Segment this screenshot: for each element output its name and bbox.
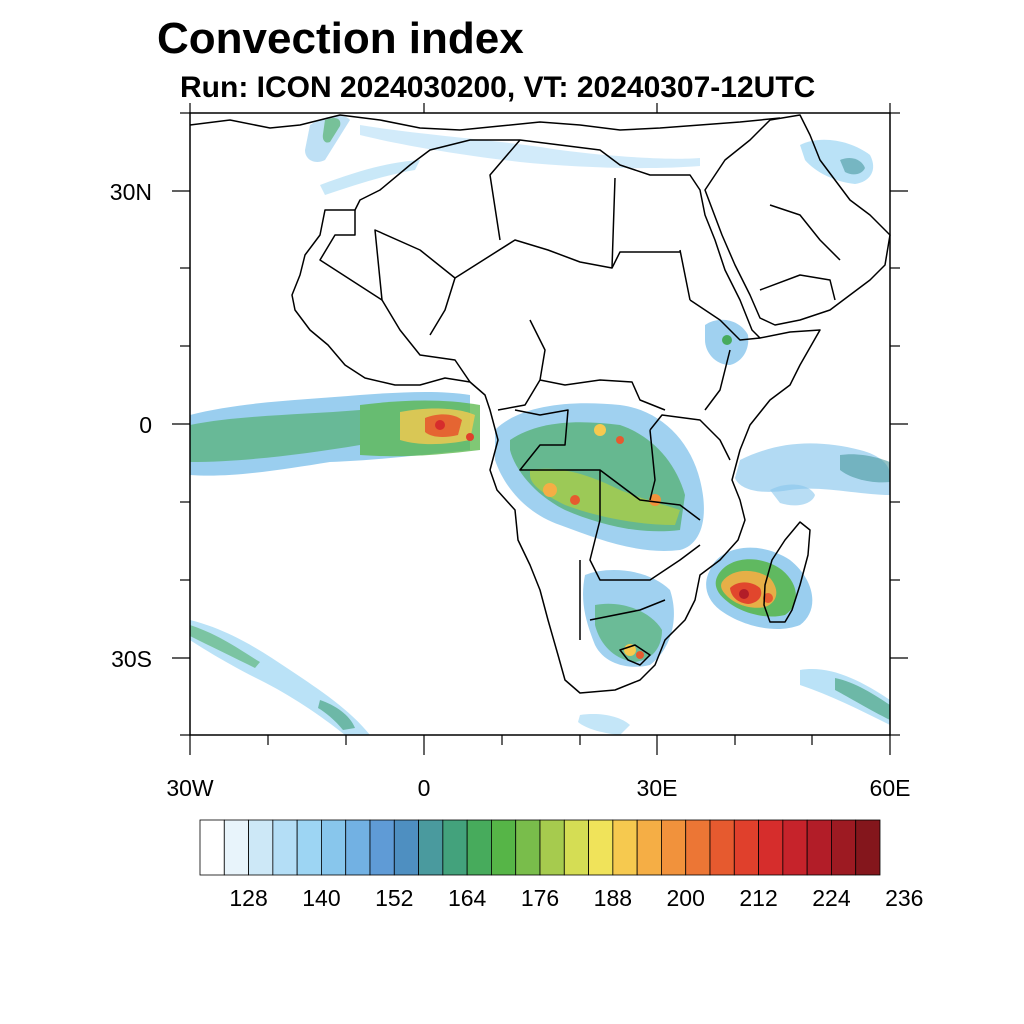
colorbar-swatch xyxy=(199,819,225,876)
colorbar-swatch xyxy=(539,819,565,876)
lon-label-0: 0 xyxy=(417,775,431,801)
colorbar-swatch xyxy=(345,819,371,876)
colorbar-tick-label: 152 xyxy=(375,885,414,911)
colorbar-swatch xyxy=(515,819,541,876)
colorbar-tick-label: 128 xyxy=(229,885,268,911)
lat-label-30n: 30N xyxy=(109,179,152,205)
colorbar-swatch xyxy=(393,819,419,876)
colorbar-swatch xyxy=(758,819,784,876)
axis-ticks xyxy=(172,103,908,755)
colorbar-swatch xyxy=(709,819,735,876)
colorbar-swatch xyxy=(223,819,249,876)
colorbar-swatch xyxy=(442,819,468,876)
colorbar-swatch xyxy=(855,819,881,876)
colorbar-swatch xyxy=(612,819,638,876)
colorbar-swatch xyxy=(685,819,711,876)
colorbar-swatch xyxy=(491,819,517,876)
arabia-coastline xyxy=(704,114,891,326)
colorbar-swatch xyxy=(831,819,857,876)
africa-coastline xyxy=(291,139,821,694)
colorbar-swatch xyxy=(806,819,832,876)
colorbar-swatch xyxy=(661,819,687,876)
colorbar-tick-label: 164 xyxy=(447,885,487,911)
colorbar-tick-label: 176 xyxy=(520,885,560,911)
colorbar-swatch xyxy=(588,819,614,876)
colorbar-swatch xyxy=(272,819,298,876)
page-title: Convection index xyxy=(157,14,524,63)
lat-label-30s: 30S xyxy=(111,646,152,672)
colorbar-swatch xyxy=(248,819,274,876)
lon-label-30w: 30W xyxy=(166,775,214,801)
convection-field xyxy=(190,115,890,735)
colorbar-tick-label: 224 xyxy=(812,885,851,911)
colorbar-swatch xyxy=(636,819,662,876)
colorbar-swatch xyxy=(321,819,347,876)
colorbar-swatch xyxy=(296,819,322,876)
colorbar xyxy=(199,819,881,876)
colorbar-swatch xyxy=(733,819,759,876)
colorbar-swatch xyxy=(369,819,395,876)
colorbar-tick-label: 200 xyxy=(666,885,705,911)
colorbar-tick-label: 212 xyxy=(739,885,778,911)
run-subtitle: Run: ICON 2024030200, VT: 20240307-12UTC xyxy=(180,71,816,104)
lon-label-30e: 30E xyxy=(636,775,678,801)
lon-label-60e: 60E xyxy=(869,775,911,801)
colorbar-swatch xyxy=(418,819,444,876)
colorbar-swatch xyxy=(466,819,492,876)
colorbar-tick-label: 140 xyxy=(302,885,341,911)
colorbar-swatch xyxy=(563,819,589,876)
coastlines-borders xyxy=(189,114,891,694)
colorbar-tick-label: 236 xyxy=(885,885,924,911)
madagascar-coastline xyxy=(763,521,811,623)
colorbar-tick-label: 188 xyxy=(593,885,633,911)
colorbar-swatch xyxy=(782,819,808,876)
lat-label-0: 0 xyxy=(139,412,152,438)
